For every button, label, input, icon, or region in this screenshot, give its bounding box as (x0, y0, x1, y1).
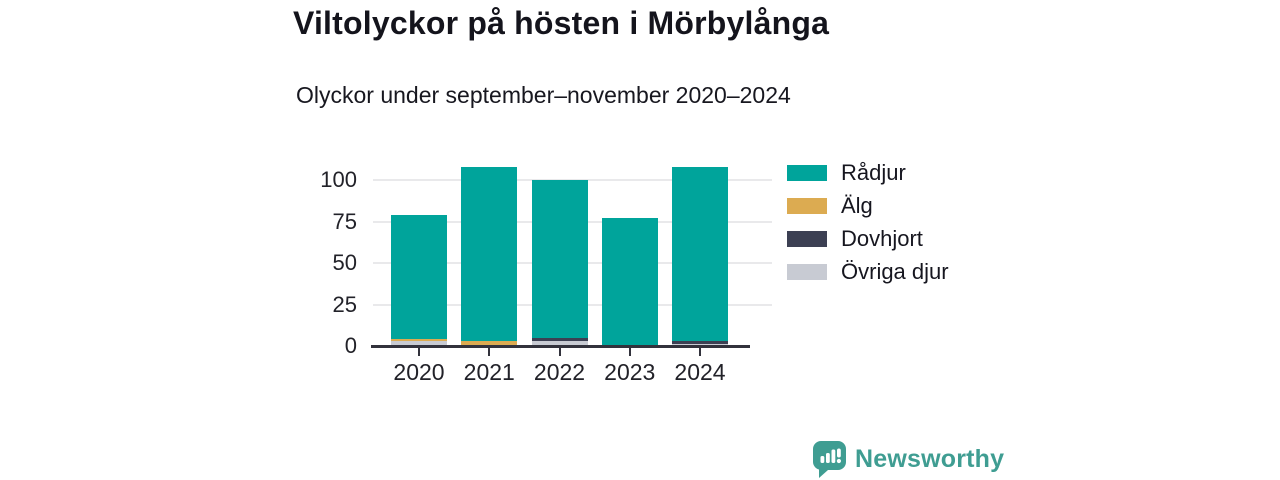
y-tick-label: 50 (332, 250, 357, 275)
legend-swatch (787, 230, 827, 247)
legend-label: Rådjur (841, 159, 906, 185)
bar-2024-Dovhjort (672, 341, 728, 345)
x-tick-2021 (488, 348, 491, 356)
legend-swatch (787, 164, 827, 181)
bar-2023-Rådjur (601, 218, 658, 346)
bar-2021-Rådjur (461, 166, 518, 342)
x-tick-label: 2020 (393, 359, 445, 385)
y-tick-label: 25 (332, 291, 357, 317)
legend-swatch (787, 197, 827, 214)
x-tick-label: 2023 (604, 359, 656, 385)
x-tick-2020 (418, 348, 420, 356)
chart-title: Viltolyckor på hösten i Mörbylånga (293, 5, 830, 41)
bar-2022-Rådjur (531, 180, 588, 338)
legend-label: Övriga djur (841, 258, 949, 284)
bar-2022-Dovhjort (531, 337, 588, 341)
legend-swatch (787, 263, 827, 280)
y-tick-label: 75 (332, 208, 357, 234)
bar-2024-Rådjur (672, 166, 728, 342)
x-tick-label: 2022 (533, 359, 586, 385)
bar-2020-Älg (391, 339, 447, 342)
legend-item-2: Dovhjort (787, 222, 949, 255)
legend: Rådjur Älg Dovhjort Övriga djur (787, 156, 949, 288)
x-tick-2022 (558, 348, 561, 356)
y-tick-label: 100 (320, 167, 357, 192)
bar-2020-Övriga djur (391, 341, 447, 346)
brand-logo: Newsworthy (813, 441, 1004, 478)
x-axis-line (371, 345, 750, 348)
bar-2022-Övriga djur (531, 341, 588, 346)
newsworthy-icon (813, 441, 846, 478)
x-tick-2024 (699, 348, 701, 356)
y-tick-label: 0 (344, 333, 357, 358)
legend-item-0: Rådjur (787, 156, 949, 189)
bar-2021-Älg (461, 341, 518, 346)
x-tick-2023 (628, 348, 631, 356)
x-tick-label: 2021 (463, 359, 515, 385)
legend-label: Älg (841, 192, 873, 218)
legend-item-1: Älg (787, 189, 949, 222)
brand-name: Newsworthy (855, 445, 1005, 473)
legend-label: Dovhjort (841, 225, 923, 251)
x-tick-label: 2024 (674, 359, 726, 385)
chart-subtitle: Olyckor under september–november 2020–20… (296, 82, 791, 108)
bar-2020-Rådjur (391, 214, 447, 340)
legend-item-3: Övriga djur (787, 255, 949, 288)
